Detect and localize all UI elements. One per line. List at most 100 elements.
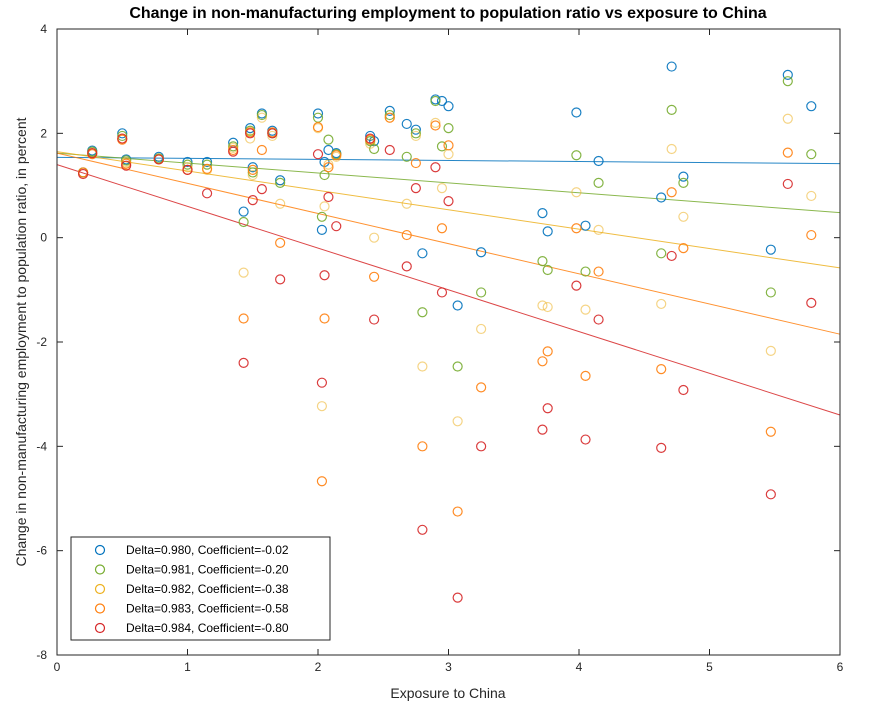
data-point-s3 — [782, 113, 793, 124]
data-point-s2 — [316, 211, 328, 222]
data-point-s2 — [323, 134, 334, 145]
data-point-s5 — [182, 164, 193, 175]
data-point-s4 — [401, 229, 412, 241]
y-tick-label: 4 — [40, 22, 47, 36]
data-point-s2 — [443, 123, 454, 134]
data-point-s2 — [247, 167, 258, 178]
legend-label: Delta=0.981, Coefficient=-0.20 — [126, 563, 289, 577]
data-point-s1 — [312, 108, 324, 119]
data-point-s1 — [417, 248, 428, 259]
data-point-s3 — [417, 361, 428, 372]
data-point-s2 — [537, 256, 548, 267]
data-point-s5 — [365, 133, 376, 144]
plot-area — [56, 61, 841, 603]
data-point-s2 — [256, 109, 267, 121]
data-point-s4 — [247, 164, 258, 175]
data-point-s4 — [201, 163, 213, 174]
data-point-s1 — [401, 118, 412, 130]
data-point-s5 — [537, 424, 548, 435]
data-point-s2 — [430, 95, 441, 107]
data-point-s5 — [452, 592, 463, 603]
data-point-s2 — [384, 109, 395, 121]
data-point-s1 — [245, 123, 256, 134]
data-point-s5 — [678, 384, 689, 396]
y-tick-label: -6 — [36, 544, 47, 558]
data-point-s2 — [782, 76, 793, 87]
data-point-s2 — [593, 177, 604, 188]
legend-label: Delta=0.982, Coefficient=-0.38 — [126, 582, 289, 596]
data-point-s4 — [312, 121, 324, 133]
data-point-s1 — [580, 220, 591, 231]
data-point-s5 — [117, 133, 128, 144]
data-point-s2 — [117, 130, 128, 142]
data-point-s1 — [593, 155, 604, 167]
data-point-s2 — [806, 149, 817, 160]
data-point-s1 — [765, 244, 776, 255]
data-point-s4 — [542, 346, 553, 357]
data-point-s1 — [247, 162, 258, 173]
data-point-s2 — [452, 361, 463, 372]
trend-line-1 — [56, 156, 841, 165]
data-point-s5 — [593, 314, 604, 325]
data-point-s5 — [256, 184, 267, 195]
data-point-s1 — [238, 206, 249, 217]
data-point-s3 — [401, 198, 412, 209]
data-point-s2 — [401, 151, 412, 162]
data-point-s5 — [782, 178, 793, 190]
data-point-s3 — [537, 300, 548, 311]
data-point-s5 — [238, 357, 249, 368]
legend-box — [70, 536, 331, 641]
data-point-s5 — [228, 146, 239, 157]
data-point-s5 — [369, 314, 380, 325]
data-point-s4 — [571, 223, 582, 234]
data-point-s1 — [806, 101, 817, 112]
data-point-s5 — [401, 261, 412, 272]
data-point-s4 — [410, 157, 421, 169]
data-point-s3 — [275, 198, 286, 209]
data-point-s2 — [476, 287, 487, 298]
trend-line-5 — [56, 164, 841, 416]
y-tick-label: -4 — [36, 439, 47, 453]
x-tick-label: 1 — [184, 660, 191, 674]
chart-title: Change in non-manufacturing employment t… — [129, 5, 766, 22]
data-point-s3 — [323, 159, 334, 170]
y-tick-label: -8 — [36, 648, 47, 662]
data-point-s4 — [331, 150, 342, 161]
data-point-s5 — [316, 377, 328, 388]
data-point-s5 — [319, 270, 330, 281]
data-point-s1 — [410, 124, 421, 135]
data-point-s5 — [331, 221, 342, 232]
data-point-s5 — [384, 144, 395, 156]
data-point-s3 — [245, 133, 256, 144]
x-tick-label: 2 — [315, 660, 322, 674]
data-point-s1 — [201, 156, 213, 168]
data-point-s5 — [443, 196, 454, 207]
data-point-s5 — [806, 297, 817, 308]
data-point-s4 — [782, 147, 793, 158]
x-tick-label: 0 — [54, 660, 61, 674]
data-point-s2 — [765, 287, 776, 298]
data-point-s1 — [537, 208, 548, 219]
data-point-s2 — [571, 150, 582, 161]
data-point-s3 — [476, 323, 487, 335]
data-point-s2 — [666, 104, 677, 115]
y-axis-label: Change in non-manufacturing employment t… — [13, 117, 29, 566]
data-point-s2 — [275, 177, 286, 188]
data-point-s2 — [542, 264, 553, 276]
data-point-s1 — [666, 61, 677, 72]
trend-line-4 — [56, 152, 841, 335]
data-point-s3 — [436, 183, 448, 194]
data-point-s5 — [580, 434, 591, 445]
data-point-s1 — [436, 95, 448, 107]
data-point-s4 — [430, 120, 441, 131]
data-point-s5 — [77, 168, 89, 180]
data-point-s4 — [443, 140, 454, 151]
data-point-s4 — [580, 370, 591, 382]
legend: Delta=0.980, Coefficient=-0.02 Delta=0.98… — [70, 536, 331, 641]
data-point-s4 — [319, 313, 330, 324]
data-point-s4 — [537, 356, 548, 367]
data-point-s5 — [153, 154, 164, 165]
data-point-s2 — [201, 159, 213, 170]
legend-marker — [94, 622, 106, 634]
data-point-s1 — [384, 105, 395, 117]
